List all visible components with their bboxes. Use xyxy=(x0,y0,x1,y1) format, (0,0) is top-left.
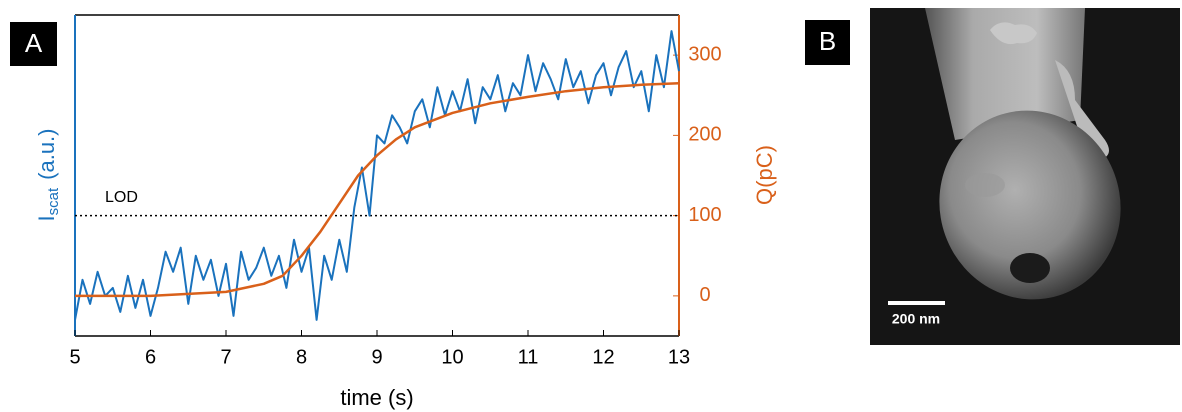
y-label-unit: (a.u.) xyxy=(34,129,59,180)
y2-tick-label: 100 xyxy=(688,204,721,226)
x-tick-label: 8 xyxy=(296,346,307,368)
x-tick-label: 9 xyxy=(371,346,382,368)
x-tick-label: 5 xyxy=(69,346,80,368)
panel-label-box xyxy=(805,20,850,65)
x-tick-label: 13 xyxy=(668,346,690,368)
panel-label-box xyxy=(10,22,57,66)
x-tick-label: 12 xyxy=(592,346,614,368)
panel-label: B xyxy=(819,26,836,56)
y2-tick-label: 300 xyxy=(688,43,721,65)
y2-tick-label: 0 xyxy=(699,284,710,306)
x-tick-label: 11 xyxy=(518,346,539,368)
x-tick-label: 10 xyxy=(441,346,463,368)
y-label-sub: scat xyxy=(45,187,62,215)
x-tick-label: 7 xyxy=(220,346,231,368)
series-line xyxy=(74,30,680,321)
x-tick-label: 6 xyxy=(145,346,156,368)
y2-tick-label: 200 xyxy=(688,124,721,146)
y-axis-label: Iscat (a.u.) xyxy=(34,129,62,222)
sem-image: 200 nm xyxy=(870,8,1180,345)
scale-bar-label: 200 nm xyxy=(892,311,940,327)
y2-axis-label: Q(pC) xyxy=(752,145,777,205)
y-label-main: I xyxy=(34,215,59,221)
x-axis-label: time (s) xyxy=(340,385,413,410)
panel-label: A xyxy=(25,28,43,58)
series-line xyxy=(75,81,680,298)
lod-label: LOD xyxy=(105,189,138,206)
